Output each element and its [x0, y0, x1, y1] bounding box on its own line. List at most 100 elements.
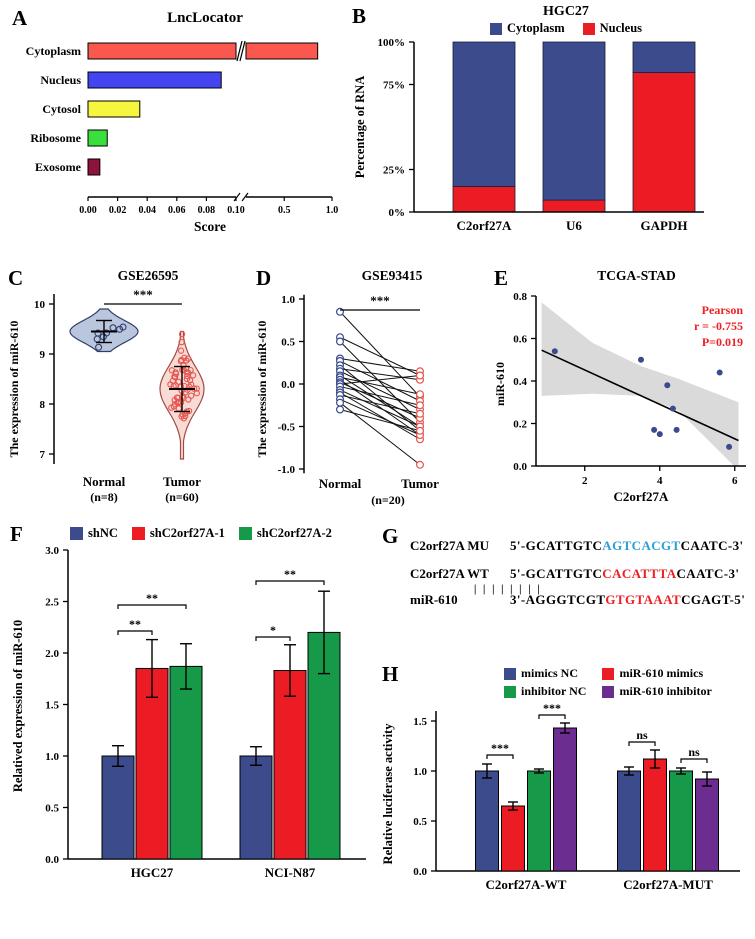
panel-g-letter: G [382, 524, 399, 548]
sig-bracket [628, 741, 656, 746]
x-axis-label: C2orf27A [614, 489, 669, 504]
pair-line [339, 409, 421, 432]
bar-c2orf27a-wt-3 [553, 727, 577, 872]
data-point [656, 431, 663, 438]
bar-c2orf27a-mut-3 [695, 778, 719, 872]
category-label: Nucleus [40, 73, 81, 87]
legend-label: miR-610 inhibitor [619, 684, 712, 698]
y-tick: 2.0 [45, 648, 59, 660]
y-tick: 75% [383, 80, 405, 92]
seq-wt-prefix: 5'-GCATTGTC [510, 566, 603, 581]
data-point-tumor [416, 401, 425, 410]
data-point [177, 347, 185, 354]
y-tick: 0.5 [413, 816, 427, 828]
group-label: Normal [83, 474, 126, 489]
legend-item-shnc: shNC [70, 526, 118, 541]
annotation-line: r = -0.755 [694, 319, 743, 333]
break-mark [236, 40, 243, 62]
legend-label: mimics NC [521, 666, 578, 680]
x-axis-label: Score [194, 219, 226, 234]
category-label: GAPDH [641, 218, 688, 233]
panel-b-legend: Cytoplasm Nucleus [348, 21, 748, 36]
data-point [183, 375, 191, 383]
legend-label: miR-610 mimics [619, 666, 704, 680]
pair-line [339, 358, 421, 372]
annotation-line: Pearson [702, 303, 744, 317]
pair-line [339, 375, 421, 385]
significance-label: *** [491, 741, 509, 755]
y-tick: 1.0 [45, 751, 59, 763]
y-tick: 0.0 [413, 866, 427, 878]
panel-f-plot: 0.0 0.5 1.0 1.5 2.0 2.5 3.0 HGC27 NCI-N87 ** ** * **… [6, 541, 374, 918]
pairing-row: | | | | | | | | [410, 580, 755, 595]
legend-item-inhibitor-nc: inhibitor NC [504, 684, 586, 699]
category-label: Exosome [35, 160, 82, 174]
y-tick: 8 [40, 399, 46, 411]
significance-label: ns [636, 728, 648, 742]
bar-nci-n87-0 [239, 755, 273, 860]
sequence-label-wt: C2orf27A WT [410, 566, 489, 581]
legend-item-nucleus: Nucleus [582, 21, 642, 36]
y-tick: -0.5 [278, 422, 296, 434]
sequence-label-mu: C2orf27A MU [410, 538, 490, 553]
panel-e: E TCGA-STAD 2 4 6 0.0 0.2 0.4 0.6 0.8 Pearson r =… [490, 266, 753, 516]
panel-e-chart: 2 4 6 0.0 0.2 0.4 0.6 0.8 Pearson r = -0.755 P=0.0… [493, 291, 746, 504]
data-point [716, 369, 723, 376]
bar-nci-n87-1 [273, 670, 307, 860]
data-point [651, 426, 658, 433]
panel-c-chart: 7 8 9 10 Normal(n=8) Tumor(n=60) *** The expres… [7, 287, 205, 504]
legend-item-mir-610-inhibitor: miR-610 inhibitor [602, 684, 712, 699]
data-point-tumor [416, 426, 425, 435]
stack-cytoplasm-u6 [542, 41, 606, 201]
sequence-label-mir: miR-610 [410, 592, 458, 607]
group-label: NCI-N87 [265, 865, 316, 880]
panel-d-letter: D [256, 266, 272, 290]
y-tick: 0.4 [513, 376, 527, 388]
data-point [175, 378, 182, 385]
category-label: Cytosol [42, 102, 81, 116]
legend-label: inhibitor NC [521, 684, 587, 698]
pair-line [339, 375, 421, 427]
seq-mu-highlight: AGTCACGT [602, 538, 681, 553]
group-label: C2orf27A-WT [486, 877, 567, 892]
group-label: Tumor [163, 474, 201, 489]
panel-b-letter: B [352, 4, 367, 28]
legend-swatch [238, 527, 252, 540]
pair-line [339, 392, 421, 440]
data-point [551, 348, 558, 355]
legend-swatch [582, 22, 595, 35]
data-point [189, 372, 197, 379]
x-tick: 0.00 [79, 205, 97, 216]
sig-bracket [117, 604, 187, 609]
y-tick: 0.0 [45, 854, 59, 866]
data-point [182, 410, 189, 417]
legend-label: shC2orf27A-2 [256, 526, 332, 540]
y-tick: 10 [34, 299, 46, 311]
y-tick: 0.6 [513, 334, 527, 346]
data-point-tumor [416, 371, 425, 380]
sequence-text-wt: 5'-GCATTGTCCACATTTACAATC-3' [510, 566, 739, 582]
y-axis-label: Relatived expression of miR-610 [11, 620, 25, 792]
panel-a-plot: Cytoplasm Nucleus Cytosol Ribosome Exosome 0.… [8, 27, 340, 254]
panel-f-letter: F [10, 522, 23, 546]
panel-h: H mimics NC miR-610 mimics inhibitor NC miR… [378, 662, 755, 939]
panel-a-title: LncLocator [167, 10, 243, 26]
group-label: C2orf27A-MUT [623, 877, 713, 892]
data-point [638, 356, 644, 363]
annotation-line: P=0.019 [702, 335, 743, 349]
pair-bar: | [510, 584, 513, 595]
pair-line [339, 341, 421, 423]
pair-line [339, 381, 421, 419]
pairing-text: | | | | | | | | [474, 580, 544, 595]
pair-bar: | [537, 584, 540, 595]
stack-nucleus-gapdh [632, 72, 696, 213]
break-mark [241, 192, 249, 202]
data-point-tumor [416, 460, 425, 469]
group-sublabel: (n=60) [165, 490, 199, 504]
sequence-alignment: C2orf27A MU 5'-GCATTGTCAGTCACGTCAATC-3' … [378, 524, 755, 608]
legend-swatch [70, 527, 83, 540]
data-point-tumor [416, 409, 425, 418]
x-tick: 0.04 [138, 205, 156, 216]
group-sublabel: (n=8) [90, 490, 118, 504]
